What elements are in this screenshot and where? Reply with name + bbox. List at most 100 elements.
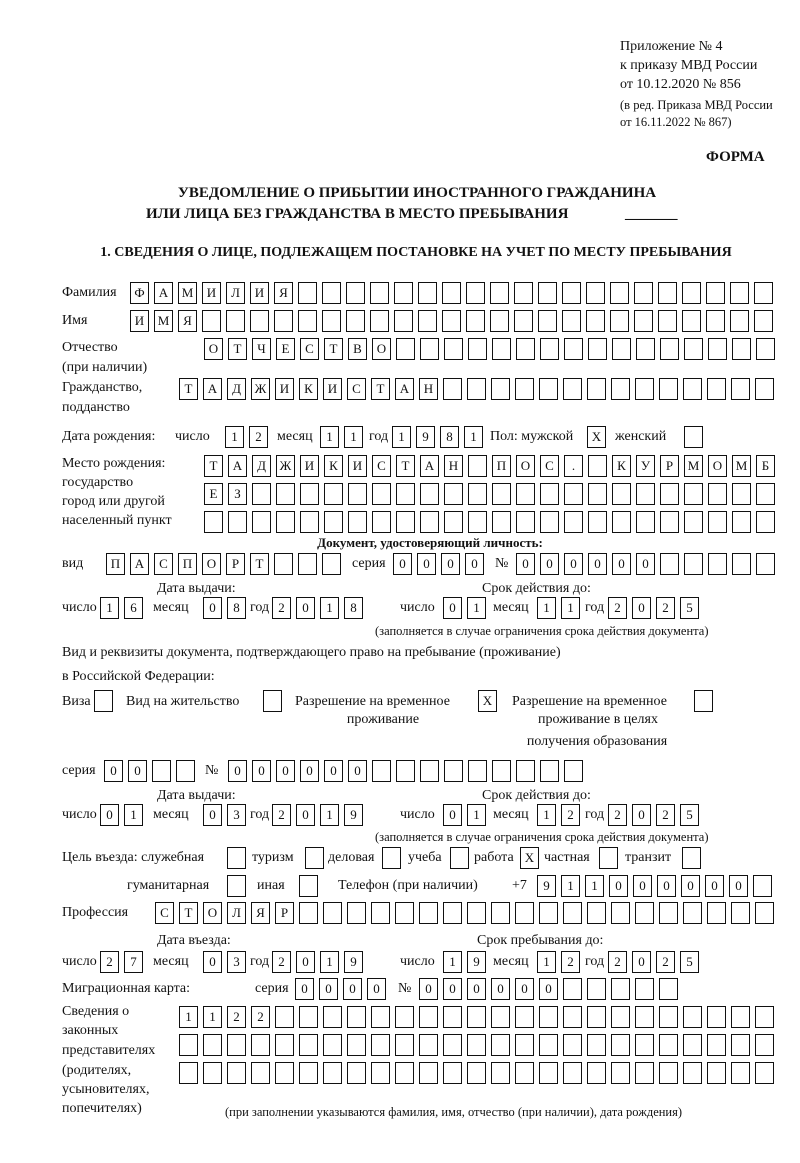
char-box[interactable]: 8 bbox=[344, 597, 363, 619]
char-box[interactable] bbox=[706, 282, 725, 304]
char-box[interactable] bbox=[442, 282, 461, 304]
char-box[interactable]: 0 bbox=[540, 553, 559, 575]
char-box[interactable] bbox=[324, 483, 343, 505]
temp-permit-checkbox[interactable]: X bbox=[478, 690, 497, 712]
char-box[interactable]: П bbox=[106, 553, 125, 575]
char-box[interactable] bbox=[467, 378, 486, 400]
char-box[interactable]: А bbox=[203, 378, 222, 400]
char-box[interactable] bbox=[444, 511, 463, 533]
char-box[interactable]: 0 bbox=[419, 978, 438, 1000]
char-box[interactable] bbox=[611, 902, 630, 924]
char-box[interactable] bbox=[347, 1006, 366, 1028]
char-box[interactable]: 1 bbox=[392, 426, 411, 448]
char-box[interactable] bbox=[322, 282, 341, 304]
char-box[interactable] bbox=[538, 282, 557, 304]
char-box[interactable] bbox=[443, 902, 462, 924]
char-box[interactable]: 2 bbox=[227, 1006, 246, 1028]
char-box[interactable]: 0 bbox=[228, 760, 247, 782]
char-box[interactable]: С bbox=[154, 553, 173, 575]
char-box[interactable] bbox=[730, 310, 749, 332]
char-box[interactable] bbox=[732, 483, 751, 505]
char-box[interactable]: . bbox=[564, 455, 583, 477]
char-box[interactable] bbox=[539, 902, 558, 924]
char-box[interactable] bbox=[635, 1006, 654, 1028]
char-box[interactable]: О bbox=[204, 338, 223, 360]
char-box[interactable]: Я bbox=[251, 902, 270, 924]
char-box[interactable] bbox=[756, 483, 775, 505]
char-box[interactable]: О bbox=[708, 455, 727, 477]
char-box[interactable] bbox=[612, 511, 631, 533]
char-box[interactable] bbox=[468, 338, 487, 360]
char-box[interactable] bbox=[467, 902, 486, 924]
purpose-service-checkbox[interactable] bbox=[227, 847, 246, 869]
char-box[interactable]: 0 bbox=[343, 978, 362, 1000]
char-box[interactable]: 0 bbox=[588, 553, 607, 575]
char-box[interactable] bbox=[300, 511, 319, 533]
char-box[interactable]: 1 bbox=[537, 804, 556, 826]
char-box[interactable]: Я bbox=[178, 310, 197, 332]
char-box[interactable] bbox=[755, 378, 774, 400]
char-box[interactable]: 0 bbox=[564, 553, 583, 575]
char-box[interactable] bbox=[659, 378, 678, 400]
char-box[interactable] bbox=[708, 338, 727, 360]
char-box[interactable] bbox=[382, 847, 401, 869]
char-box[interactable]: 0 bbox=[657, 875, 676, 897]
char-box[interactable] bbox=[611, 1034, 630, 1056]
char-box[interactable]: 1 bbox=[443, 951, 462, 973]
char-box[interactable]: 3 bbox=[227, 804, 246, 826]
char-box[interactable] bbox=[275, 1062, 294, 1084]
char-box[interactable] bbox=[467, 1062, 486, 1084]
char-box[interactable] bbox=[252, 511, 271, 533]
char-box[interactable]: И bbox=[250, 282, 269, 304]
char-box[interactable] bbox=[660, 483, 679, 505]
char-box[interactable] bbox=[491, 1006, 510, 1028]
char-box[interactable]: 0 bbox=[443, 597, 462, 619]
char-box[interactable]: 0 bbox=[296, 951, 315, 973]
char-box[interactable] bbox=[371, 1062, 390, 1084]
char-box[interactable] bbox=[756, 511, 775, 533]
char-box[interactable]: 2 bbox=[272, 597, 291, 619]
char-box[interactable] bbox=[442, 310, 461, 332]
char-box[interactable]: 0 bbox=[465, 553, 484, 575]
char-box[interactable]: 1 bbox=[537, 951, 556, 973]
char-box[interactable] bbox=[682, 310, 701, 332]
representatives-boxes-2[interactable] bbox=[179, 1034, 774, 1056]
char-box[interactable] bbox=[610, 310, 629, 332]
char-box[interactable] bbox=[635, 902, 654, 924]
char-box[interactable] bbox=[707, 378, 726, 400]
char-box[interactable] bbox=[755, 902, 774, 924]
char-box[interactable] bbox=[587, 978, 606, 1000]
char-box[interactable]: 1 bbox=[320, 426, 339, 448]
char-box[interactable] bbox=[419, 902, 438, 924]
char-box[interactable] bbox=[372, 511, 391, 533]
char-box[interactable]: 1 bbox=[344, 426, 363, 448]
char-box[interactable]: 1 bbox=[124, 804, 143, 826]
char-box[interactable] bbox=[756, 553, 775, 575]
char-box[interactable] bbox=[179, 1034, 198, 1056]
char-box[interactable]: 1 bbox=[467, 804, 486, 826]
char-box[interactable]: 0 bbox=[636, 553, 655, 575]
char-box[interactable] bbox=[466, 282, 485, 304]
char-box[interactable] bbox=[394, 282, 413, 304]
char-box[interactable]: 0 bbox=[104, 760, 123, 782]
char-box[interactable] bbox=[539, 1006, 558, 1028]
char-box[interactable] bbox=[563, 378, 582, 400]
representatives-boxes-3[interactable] bbox=[179, 1062, 774, 1084]
char-box[interactable] bbox=[298, 310, 317, 332]
char-box[interactable] bbox=[515, 378, 534, 400]
char-box[interactable] bbox=[370, 310, 389, 332]
char-box[interactable] bbox=[612, 483, 631, 505]
purpose-business-checkbox[interactable] bbox=[382, 847, 401, 869]
char-box[interactable] bbox=[299, 1062, 318, 1084]
char-box[interactable] bbox=[468, 483, 487, 505]
char-box[interactable] bbox=[396, 483, 415, 505]
